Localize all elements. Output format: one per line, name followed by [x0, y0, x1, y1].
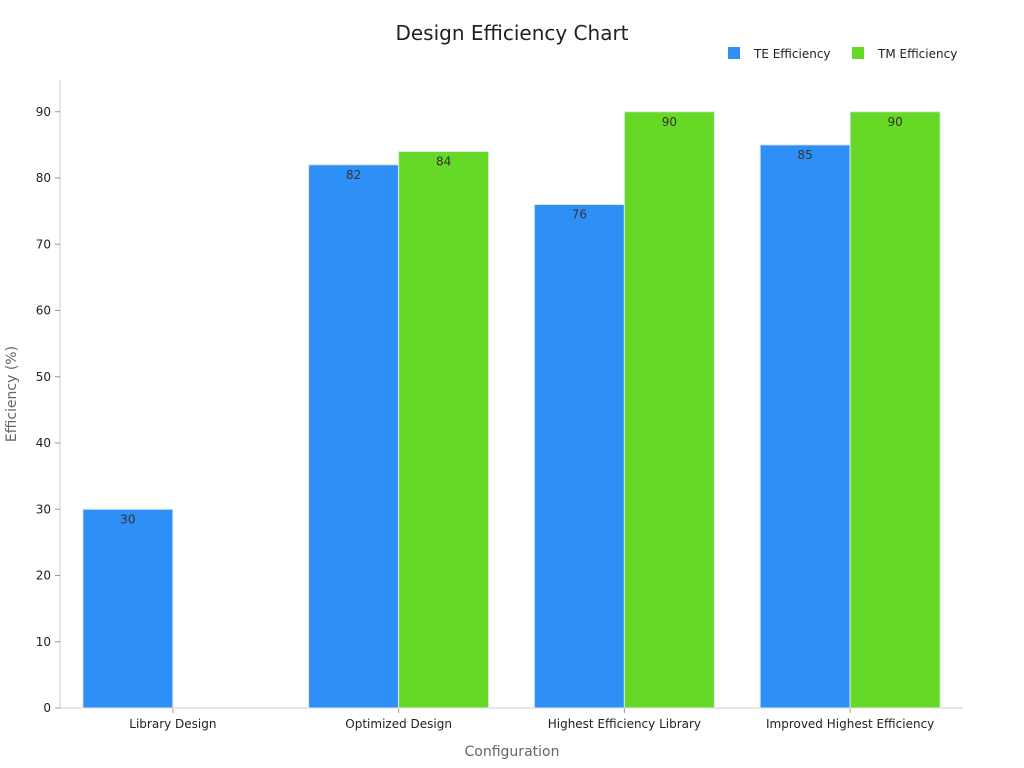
bar-te-1	[308, 164, 400, 709]
x-axis-title: Configuration	[465, 744, 560, 760]
y-tick-label: 70	[36, 237, 51, 251]
bar-tm-1	[398, 151, 490, 709]
bar-te-2	[533, 204, 625, 709]
x-tick-label: Library Design	[129, 717, 216, 731]
legend-swatch-te	[728, 47, 740, 59]
bar-value-label: 90	[662, 115, 677, 129]
legend-label-te: TE Efficiency	[753, 47, 831, 61]
bar-value-label: 30	[120, 512, 135, 526]
x-tick-label: Highest Efficiency Library	[548, 717, 701, 731]
y-axis-title: Efficiency (%)	[4, 346, 20, 442]
bar-value-label: 90	[887, 115, 902, 129]
bar-te-3	[759, 144, 851, 709]
y-ticks: 0 10 20 30 40 50 60 70 80 90	[36, 105, 60, 715]
chart-title: Design Efficiency Chart	[395, 21, 628, 45]
bar-tm-2	[623, 111, 715, 709]
bar-value-label: 82	[346, 168, 361, 182]
legend: TE Efficiency TM Efficiency	[728, 47, 957, 61]
x-tick-label: Improved Highest Efficiency	[766, 717, 934, 731]
bar-te-0	[82, 508, 174, 709]
plot-area: 0 10 20 30 40 50 60 70 80 90 Library Design Optimi…	[36, 80, 963, 731]
y-tick-label: 90	[36, 105, 51, 119]
bar-value-label: 76	[572, 208, 587, 222]
legend-swatch-tm	[852, 47, 864, 59]
y-tick-label: 80	[36, 171, 51, 185]
y-tick-label: 50	[36, 370, 51, 384]
legend-label-tm: TM Efficiency	[877, 47, 957, 61]
y-tick-label: 40	[36, 436, 51, 450]
bar-value-label: 85	[797, 148, 812, 162]
bar-tm-3	[849, 111, 941, 709]
bar-labels: 30 82 84 76 90 85 90	[120, 115, 903, 527]
y-tick-label: 60	[36, 304, 51, 318]
y-tick-label: 20	[36, 569, 51, 583]
x-tick-label: Optimized Design	[345, 717, 452, 731]
bars	[82, 111, 941, 709]
x-ticks: Library Design Optimized Design Highest Ef…	[129, 708, 934, 731]
y-tick-label: 10	[36, 635, 51, 649]
y-tick-label: 0	[43, 701, 51, 715]
bar-value-label: 84	[436, 155, 451, 169]
y-tick-label: 30	[36, 502, 51, 516]
